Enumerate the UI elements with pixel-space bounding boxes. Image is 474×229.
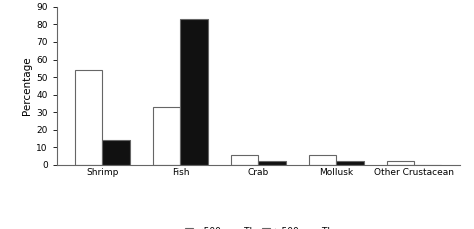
Bar — [75, 70, 102, 165]
Y-axis label: Percentage: Percentage — [22, 57, 32, 115]
Bar — [153, 107, 181, 165]
Legend: <500 mm TL, ≥500 mm TL: <500 mm TL, ≥500 mm TL — [184, 227, 332, 229]
Bar — [387, 161, 414, 165]
Bar — [231, 155, 258, 165]
Bar — [336, 161, 364, 165]
Bar — [258, 161, 286, 165]
Bar — [102, 140, 130, 165]
Bar — [181, 19, 208, 165]
Bar — [309, 155, 336, 165]
